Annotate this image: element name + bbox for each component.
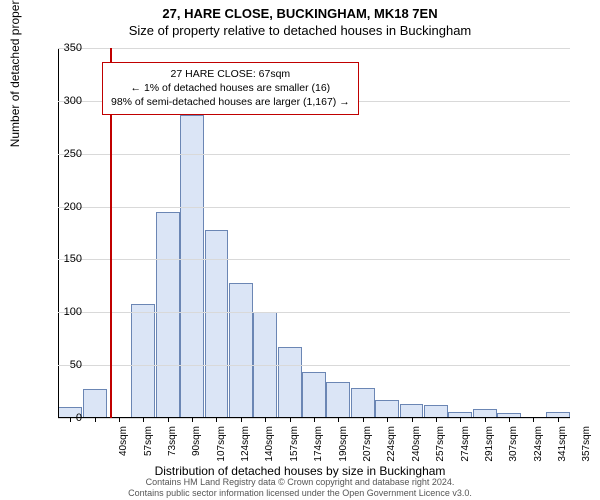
xtick-mark [314, 418, 315, 422]
xtick-mark [509, 418, 510, 422]
xtick-mark [192, 418, 193, 422]
chart-title-main: 27, HARE CLOSE, BUCKINGHAM, MK18 7EN [0, 0, 600, 21]
xtick-label: 224sqm [386, 426, 397, 476]
xtick-mark [119, 418, 120, 422]
histogram-bar [156, 212, 180, 418]
histogram-bar [278, 347, 302, 418]
xtick-label: 174sqm [313, 426, 324, 476]
xtick-label: 341sqm [557, 426, 568, 476]
xtick-label: 57sqm [143, 426, 154, 476]
xtick-label: 324sqm [533, 426, 544, 476]
xtick-label: 73sqm [167, 426, 178, 476]
xtick-label: 190sqm [338, 426, 349, 476]
histogram-bar [205, 230, 229, 418]
xtick-label: 307sqm [508, 426, 519, 476]
ytick-label: 50 [52, 359, 82, 371]
ytick-label: 200 [52, 201, 82, 213]
ytick-label: 300 [52, 95, 82, 107]
histogram-bar [83, 389, 107, 418]
xtick-label: 274sqm [460, 426, 471, 476]
plot-area: 27 HARE CLOSE: 67sqm← 1% of detached hou… [58, 48, 570, 418]
histogram-bar [229, 283, 253, 418]
xtick-label: 40sqm [118, 426, 129, 476]
xtick-mark [460, 418, 461, 422]
chart-title-sub: Size of property relative to detached ho… [0, 21, 600, 38]
ytick-label: 150 [52, 253, 82, 265]
xtick-label: 124sqm [240, 426, 251, 476]
footer-attribution: Contains HM Land Registry data © Crown c… [0, 477, 600, 498]
ytick-label: 350 [52, 42, 82, 54]
xtick-label: 107sqm [216, 426, 227, 476]
xtick-mark [485, 418, 486, 422]
xtick-label: 291sqm [484, 426, 495, 476]
gridline [58, 312, 570, 313]
xtick-mark [558, 418, 559, 422]
chart-container: 27, HARE CLOSE, BUCKINGHAM, MK18 7EN Siz… [0, 0, 600, 500]
xtick-mark [241, 418, 242, 422]
xtick-mark [216, 418, 217, 422]
annotation-line: ← 1% of detached houses are smaller (16) [111, 81, 350, 95]
gridline [58, 365, 570, 366]
y-axis-label: Number of detached properties [8, 0, 22, 147]
xtick-mark [412, 418, 413, 422]
annotation-line: 98% of semi-detached houses are larger (… [111, 95, 350, 109]
xtick-mark [95, 418, 96, 422]
xtick-mark [265, 418, 266, 422]
xtick-mark [533, 418, 534, 422]
annotation-box: 27 HARE CLOSE: 67sqm← 1% of detached hou… [102, 62, 359, 115]
ytick-label: 0 [52, 412, 82, 424]
gridline [58, 259, 570, 260]
xtick-label: 140sqm [264, 426, 275, 476]
xtick-mark [290, 418, 291, 422]
annotation-line: 27 HARE CLOSE: 67sqm [111, 67, 350, 81]
xtick-label: 240sqm [411, 426, 422, 476]
histogram-bar [302, 372, 326, 419]
xtick-label: 257sqm [435, 426, 446, 476]
gridline [58, 48, 570, 49]
xtick-mark [387, 418, 388, 422]
histogram-bar [351, 388, 375, 418]
xtick-label: 157sqm [289, 426, 300, 476]
histogram-bar [180, 115, 204, 418]
xtick-mark [436, 418, 437, 422]
xtick-label: 357sqm [581, 426, 592, 476]
ytick-label: 250 [52, 148, 82, 160]
xtick-mark [338, 418, 339, 422]
xtick-mark [363, 418, 364, 422]
ytick-label: 100 [52, 306, 82, 318]
histogram-bar [326, 382, 350, 418]
xtick-mark [168, 418, 169, 422]
xtick-mark [143, 418, 144, 422]
gridline [58, 207, 570, 208]
histogram-bar [400, 404, 424, 418]
histogram-bar [131, 304, 155, 418]
xtick-label: 90sqm [191, 426, 202, 476]
xtick-label: 207sqm [362, 426, 373, 476]
footer-line1: Contains HM Land Registry data © Crown c… [0, 477, 600, 487]
gridline [58, 154, 570, 155]
footer-line2: Contains public sector information licen… [0, 488, 600, 498]
histogram-bar [375, 400, 399, 418]
